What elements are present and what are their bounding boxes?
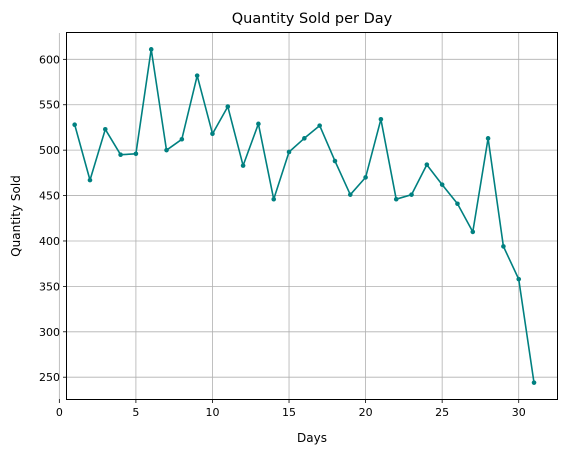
x-tick-label: 30	[512, 406, 526, 419]
x-tick-label: 25	[435, 406, 449, 419]
data-point	[470, 229, 476, 235]
y-tick-label: 350	[39, 280, 60, 293]
data-point	[409, 192, 414, 197]
grid	[58, 33, 557, 399]
x-tick-label: 5	[132, 406, 139, 419]
data-point	[179, 136, 185, 142]
y-tick-label: 500	[39, 144, 60, 157]
data-point	[455, 201, 460, 207]
x-axis-label: Days	[297, 431, 327, 445]
data-point	[256, 121, 261, 127]
data-point	[133, 151, 139, 157]
y-tick-label: 550	[39, 99, 60, 112]
data-point	[225, 104, 231, 109]
data-point	[102, 126, 108, 132]
x-tick-label: 10	[205, 406, 219, 419]
y-axis-label: Quantity Sold	[9, 175, 23, 257]
data-point	[72, 122, 77, 128]
data-point	[332, 158, 338, 164]
data-point	[240, 163, 246, 168]
data-point	[393, 196, 399, 202]
y-tick-label: 600	[39, 53, 60, 66]
x-axis: 0 5 10 15 20 25 30	[56, 399, 526, 419]
data-point	[286, 149, 292, 155]
data-point	[118, 152, 123, 157]
data-point	[271, 196, 277, 202]
data-point	[164, 147, 169, 153]
data-point	[87, 177, 93, 183]
x-tick-label: 20	[359, 406, 373, 419]
plot-frame	[66, 32, 558, 400]
data-point	[516, 276, 522, 282]
data-point	[439, 182, 445, 187]
chart-title: Quantity Sold per Day	[232, 11, 393, 27]
data-point	[302, 136, 307, 141]
data-point	[194, 73, 200, 78]
y-tick-label: 250	[39, 371, 60, 384]
data-series	[72, 47, 537, 385]
data-point	[148, 47, 154, 52]
data-point	[363, 175, 368, 180]
y-axis: 250 300 350 400 450 500 550 600	[39, 53, 67, 384]
data-point	[317, 123, 322, 128]
y-tick-label: 300	[39, 326, 60, 339]
data-point	[378, 116, 384, 122]
data-point	[210, 131, 215, 137]
data-point	[531, 380, 537, 385]
data-point	[485, 136, 491, 141]
y-tick-label: 450	[39, 190, 60, 203]
data-point	[424, 162, 430, 167]
x-tick-label: 0	[56, 406, 63, 419]
data-point	[347, 192, 353, 197]
x-tick-label: 15	[282, 406, 296, 419]
data-point	[501, 244, 506, 249]
y-tick-label: 400	[39, 235, 60, 248]
